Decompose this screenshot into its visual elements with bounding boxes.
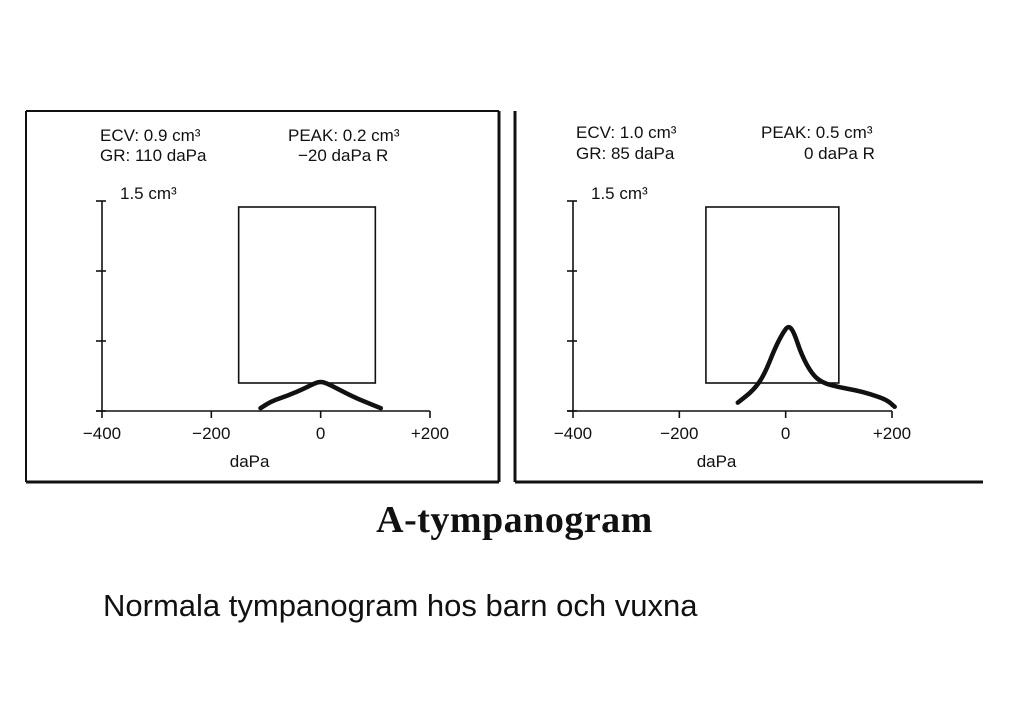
figure-heading: A-tympanogram [376, 499, 653, 541]
peak-pressure-label: 0 daPa R [804, 144, 875, 163]
ecv-label: ECV: 1.0 cm³ [576, 123, 677, 142]
x-axis-label: daPa [230, 452, 270, 471]
panel-left: ECV: 0.9 cm³ GR: 110 daPa PEAK: 0.2 cm³ … [25, 110, 501, 484]
y-axis-label: 1.5 cm³ [591, 184, 648, 203]
x-tick-label: +200 [411, 424, 449, 443]
x-tick-label: −200 [660, 424, 698, 443]
x-tick-label: −400 [83, 424, 121, 443]
plot-right: 1.5 cm³ −400 −200 0 +200 daPa [554, 184, 911, 471]
plot-left: 1.5 cm³ −400 −200 0 +200 daPa [83, 184, 449, 471]
x-tick-label: −400 [554, 424, 592, 443]
peak-pressure-label: −20 daPa R [298, 146, 388, 165]
normal-region-box [705, 206, 840, 384]
tympanogram-curve [735, 324, 897, 410]
x-tick-label: 0 [781, 424, 790, 443]
x-tick-label: 0 [316, 424, 325, 443]
panel-right: ECV: 1.0 cm³ GR: 85 daPa PEAK: 0.5 cm³ 0… [513, 111, 983, 484]
peak-label: PEAK: 0.2 cm³ [288, 126, 400, 145]
ecv-label: ECV: 0.9 cm³ [100, 126, 201, 145]
tympanogram-curve [258, 379, 384, 411]
x-tick-label: −200 [192, 424, 230, 443]
gr-label: GR: 110 daPa [100, 146, 207, 165]
peak-label: PEAK: 0.5 cm³ [761, 123, 873, 142]
x-axis-label: daPa [697, 452, 737, 471]
y-axis-label: 1.5 cm³ [120, 184, 177, 203]
x-tick-label: +200 [873, 424, 911, 443]
normal-region-box [237, 206, 377, 384]
figure-caption: Normala tympanogram hos barn och vuxna [103, 588, 698, 623]
gr-label: GR: 85 daPa [576, 144, 675, 163]
